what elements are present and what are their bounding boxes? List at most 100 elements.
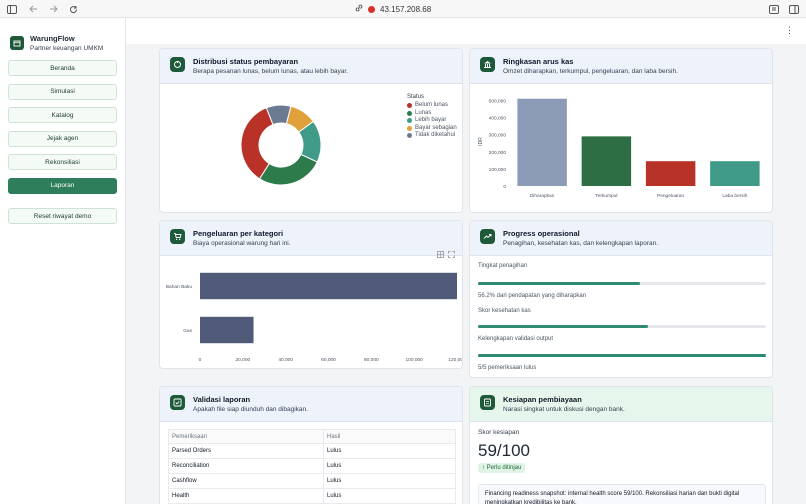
nav-item-beranda[interactable]: Beranda (8, 60, 117, 76)
brand-name: WarungFlow (30, 34, 75, 43)
bank-icon (480, 57, 495, 72)
sidebar-nav: Beranda Simulasi Katalog Jejak agen Reko… (8, 60, 117, 201)
warung-logo-icon (10, 36, 24, 50)
card-title: Distribusi status pembayaran (193, 57, 299, 66)
address-bar[interactable]: 43.157.208.68 (355, 3, 431, 15)
nav-item-katalog[interactable]: Katalog (8, 107, 117, 123)
bar (200, 272, 457, 300)
cashflow-header: Ringkasan arus kas Omzet diharapkan, ter… (470, 49, 772, 84)
nav-item-rekonsiliasi[interactable]: Rekonsiliasi (8, 154, 117, 170)
pie-legend: Status Belum lunas Lunas Lebih bayar Bay… (407, 94, 457, 140)
bar (581, 136, 632, 186)
table-cell: Lulus (323, 473, 456, 489)
payment-status-card: Distribusi status pembayaran Berapa pesa… (159, 48, 463, 213)
progress-bar-validation (478, 354, 766, 357)
nav-item-simulasi[interactable]: Simulasi (8, 83, 117, 100)
card-title: Kesiapan pembiayaan (503, 395, 582, 404)
link-icon (355, 4, 363, 14)
progress-bar-cash-health (478, 325, 766, 328)
progress-label-validation: Kelengkapan validasi output (478, 336, 554, 342)
legend-item: Bayar sebagian (407, 125, 457, 133)
brand-tagline: Partner keuangan UMKM (30, 45, 104, 52)
table-header-row: Pemeriksaan Hasil (168, 429, 456, 444)
card-title: Pengeluaran per kategori (193, 229, 284, 238)
split-view-icon[interactable] (788, 3, 800, 15)
insecure-warning-icon (368, 5, 375, 13)
readiness-snapshot-text: Financing readiness snapshot: internal h… (478, 484, 766, 504)
fullscreen-icon[interactable] (448, 251, 455, 260)
y-tick-label: 200,000 (489, 150, 507, 156)
reader-mode-icon[interactable] (768, 3, 780, 15)
legend-title: Status (407, 94, 425, 100)
table-row: Parsed Orders Lulus (168, 443, 456, 459)
progress-fill (478, 354, 766, 357)
y-axis-label: IDR (478, 137, 484, 146)
reset-demo-button[interactable]: Reset riwayat demo (8, 208, 117, 224)
table-cell: Lulus (323, 458, 456, 474)
y-tick-label: Gas (183, 328, 192, 334)
table-cell: Cashflow (168, 473, 324, 489)
forward-arrow-icon[interactable] (47, 3, 59, 15)
x-tick-label: 100,000 (405, 357, 423, 363)
progress-header: Progress operasional Penagihan, kesehata… (470, 221, 772, 256)
table-cell: Lulus (323, 488, 456, 504)
column-header[interactable]: Pemeriksaan (168, 429, 324, 444)
more-menu-icon[interactable]: ⋮ (785, 25, 794, 35)
card-subtitle: Narasi singkat untuk diskusi dengan bank… (503, 406, 625, 413)
column-header[interactable]: Hasil (323, 429, 456, 444)
legend-item: Lunas (407, 110, 457, 118)
report-validation-card: Validasi laporan Apakah file siap diundu… (159, 386, 463, 504)
financing-readiness-card: Kesiapan pembiayaan Narasi singkat untuk… (469, 386, 773, 504)
card-title: Validasi laporan (193, 395, 251, 404)
nav-item-jejak-agen[interactable]: Jejak agen (8, 130, 117, 147)
table-cell: Reconciliation (168, 458, 324, 474)
x-tick-label: Terkumpul (595, 193, 617, 199)
card-subtitle: Apakah file siap diunduh dan dibagikan. (193, 406, 308, 413)
table-cell: Parsed Orders (168, 443, 324, 459)
progress-label-cash-health: Skor kesehatan kas (478, 308, 531, 314)
chart-table-view-icon[interactable] (437, 251, 444, 260)
expense-header: Pengeluaran per kategori Biaya operasion… (160, 221, 462, 256)
x-tick-label: 20,000 (235, 357, 250, 363)
legend-item: Tidak diketahui (407, 132, 457, 140)
table-cell: Lulus (323, 443, 456, 459)
readiness-header: Kesiapan pembiayaan Narasi singkat untuk… (470, 387, 772, 422)
readiness-score-label: Skor kesiapan (478, 429, 520, 436)
progress-bar-collection (478, 282, 766, 285)
y-tick-label: 400,000 (489, 116, 507, 122)
chart-toolbar (437, 251, 455, 260)
card-subtitle: Omzet diharapkan, terkumpul, pengeluaran… (503, 68, 678, 75)
x-tick-label: Pengeluaran (657, 193, 685, 199)
readiness-score: 59/100 (478, 441, 530, 460)
pie-slice (240, 107, 274, 180)
app-top-bar (0, 18, 806, 44)
expense-bar-chart: Bahan Baku Gas 0 20,000 40,000 60,000 80,000 10… (166, 272, 463, 369)
x-tick-label: 120,000 (448, 357, 463, 363)
card-title: Ringkasan arus kas (503, 57, 574, 66)
x-tick-label: Diharapkan (530, 193, 555, 199)
url-text: 43.157.208.68 (380, 4, 432, 14)
arrow-up-icon: ↑ (482, 465, 485, 471)
brand: WarungFlow Partner keuangan UMKM (10, 34, 103, 52)
checklist-icon (170, 395, 185, 410)
status-badge: ↑ Perlu ditinjau (478, 463, 526, 473)
card-subtitle: Penagihan, kesehatan kas, dan kelengkapa… (503, 240, 659, 247)
x-tick-label: 40,000 (278, 357, 293, 363)
y-tick-label: 100,000 (489, 167, 507, 173)
progress-fill (478, 325, 648, 328)
browser-toolbar: 43.157.208.68 (0, 0, 806, 18)
cashflow-bar-chart: 0 100,000 200,000 300,000 400,000 500,000 IDR D… (478, 98, 760, 199)
table-row: Reconciliation Lulus (168, 458, 456, 474)
bar (200, 316, 254, 344)
sidebar-toggle-icon[interactable] (6, 3, 18, 15)
nav-item-laporan[interactable]: Laporan (8, 177, 117, 194)
y-tick-label: 500,000 (489, 98, 507, 104)
table-cell: Health (168, 488, 324, 504)
progress-fill (478, 282, 640, 285)
x-axis-label: IDR (324, 368, 333, 369)
back-arrow-icon[interactable] (27, 3, 39, 15)
reload-icon[interactable] (67, 3, 79, 15)
refresh-status-icon (170, 57, 185, 72)
expense-category-card: Pengeluaran per kategori Biaya operasion… (159, 220, 463, 369)
table-row: Cashflow Lulus (168, 473, 456, 489)
